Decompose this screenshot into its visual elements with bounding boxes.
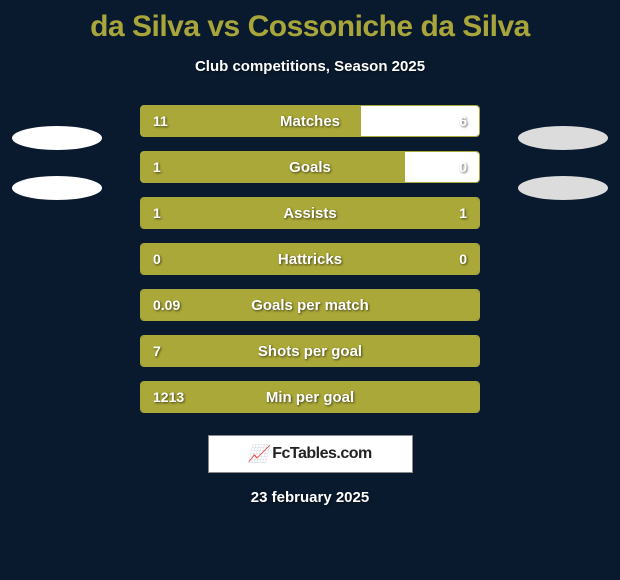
- stat-label: Matches: [141, 106, 479, 136]
- stat-bar: 1213Min per goal: [140, 381, 480, 413]
- avatar-placeholder-right-1: [518, 126, 608, 150]
- brand-badge[interactable]: 📈 FcTables.com: [208, 435, 413, 473]
- avatar-placeholder-right-2: [518, 176, 608, 200]
- stat-bar: 116Matches: [140, 105, 480, 137]
- date-label: 23 february 2025: [0, 489, 620, 506]
- stat-bar: 11Assists: [140, 197, 480, 229]
- stat-label: Goals per match: [141, 290, 479, 320]
- stat-label: Hattricks: [141, 244, 479, 274]
- stat-label: Goals: [141, 152, 479, 182]
- brand-text: FcTables.com: [272, 445, 372, 463]
- stat-bar: 00Hattricks: [140, 243, 480, 275]
- stat-label: Min per goal: [141, 382, 479, 412]
- stat-label: Shots per goal: [141, 336, 479, 366]
- stat-bar: 7Shots per goal: [140, 335, 480, 367]
- stat-bar: 0.09Goals per match: [140, 289, 480, 321]
- chart-icon: 📈: [248, 444, 268, 464]
- stat-bar: 10Goals: [140, 151, 480, 183]
- comparison-bars: 116Matches 10Goals 11Assists 00Hattricks 0.0…: [0, 105, 620, 413]
- page-title: da Silva vs Cossoniche da Silva: [0, 0, 620, 44]
- avatar-placeholder-left-1: [12, 126, 102, 150]
- subtitle: Club competitions, Season 2025: [0, 58, 620, 75]
- stat-label: Assists: [141, 198, 479, 228]
- avatar-placeholder-left-2: [12, 176, 102, 200]
